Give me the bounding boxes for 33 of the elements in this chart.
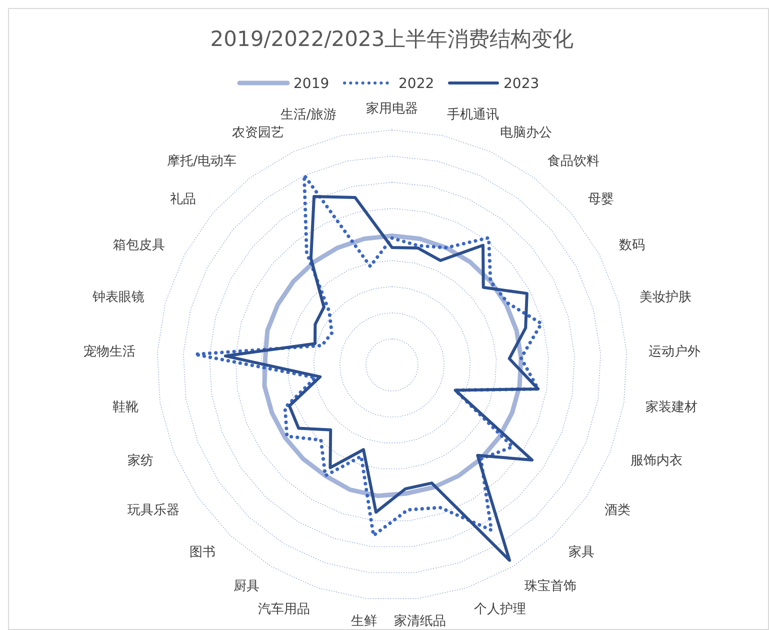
spoke-label: 玩具乐器: [127, 502, 180, 518]
legend-label: 2019: [294, 76, 330, 92]
spoke-label: 家清纸品: [394, 613, 446, 630]
spoke-label: 手机通讯: [447, 108, 500, 123]
spoke-label: 电脑办公: [500, 125, 552, 140]
spoke-label: 箱包皮具: [112, 238, 165, 254]
spoke-label: 家装建材: [646, 399, 698, 416]
spoke-label: 厨具: [234, 578, 260, 594]
spoke-label: 生鲜: [351, 614, 378, 630]
spoke-label: 服饰内衣: [630, 454, 683, 469]
spoke-label: 图书: [189, 545, 216, 560]
spoke-label: 美妆护肤: [640, 288, 692, 305]
spoke-label: 运动户外: [648, 344, 701, 360]
spoke-label: 珠宝首饰: [524, 578, 576, 594]
chart-title: 2019/2022/2023上半年消费结构变化: [210, 27, 574, 51]
spoke-label: 数码: [619, 238, 646, 254]
legend-label: 2023: [504, 76, 540, 92]
spoke-label: 鞋靴: [112, 400, 138, 416]
spoke-label: 礼品: [170, 192, 196, 208]
spoke-label: 家用电器: [366, 100, 418, 117]
spoke-label: 汽车用品: [258, 602, 310, 618]
legend-label: 2022: [398, 76, 434, 92]
spoke-label: 生活/旅游: [280, 108, 337, 123]
spoke-label: 母婴: [588, 192, 614, 208]
spoke-label: 酒类: [604, 502, 631, 518]
spoke-label: 摩托/电动车: [167, 154, 236, 169]
spoke-label: 个人护理: [474, 602, 526, 618]
spoke-label: 食品饮料: [548, 154, 600, 169]
spoke-label: 宠物生活: [83, 344, 136, 360]
spoke-label: 钟表眼镜: [91, 290, 144, 305]
spoke-label: 家纺: [127, 452, 154, 469]
spoke-label: 农资园艺: [232, 125, 284, 140]
spoke-label: 家具: [568, 544, 595, 560]
